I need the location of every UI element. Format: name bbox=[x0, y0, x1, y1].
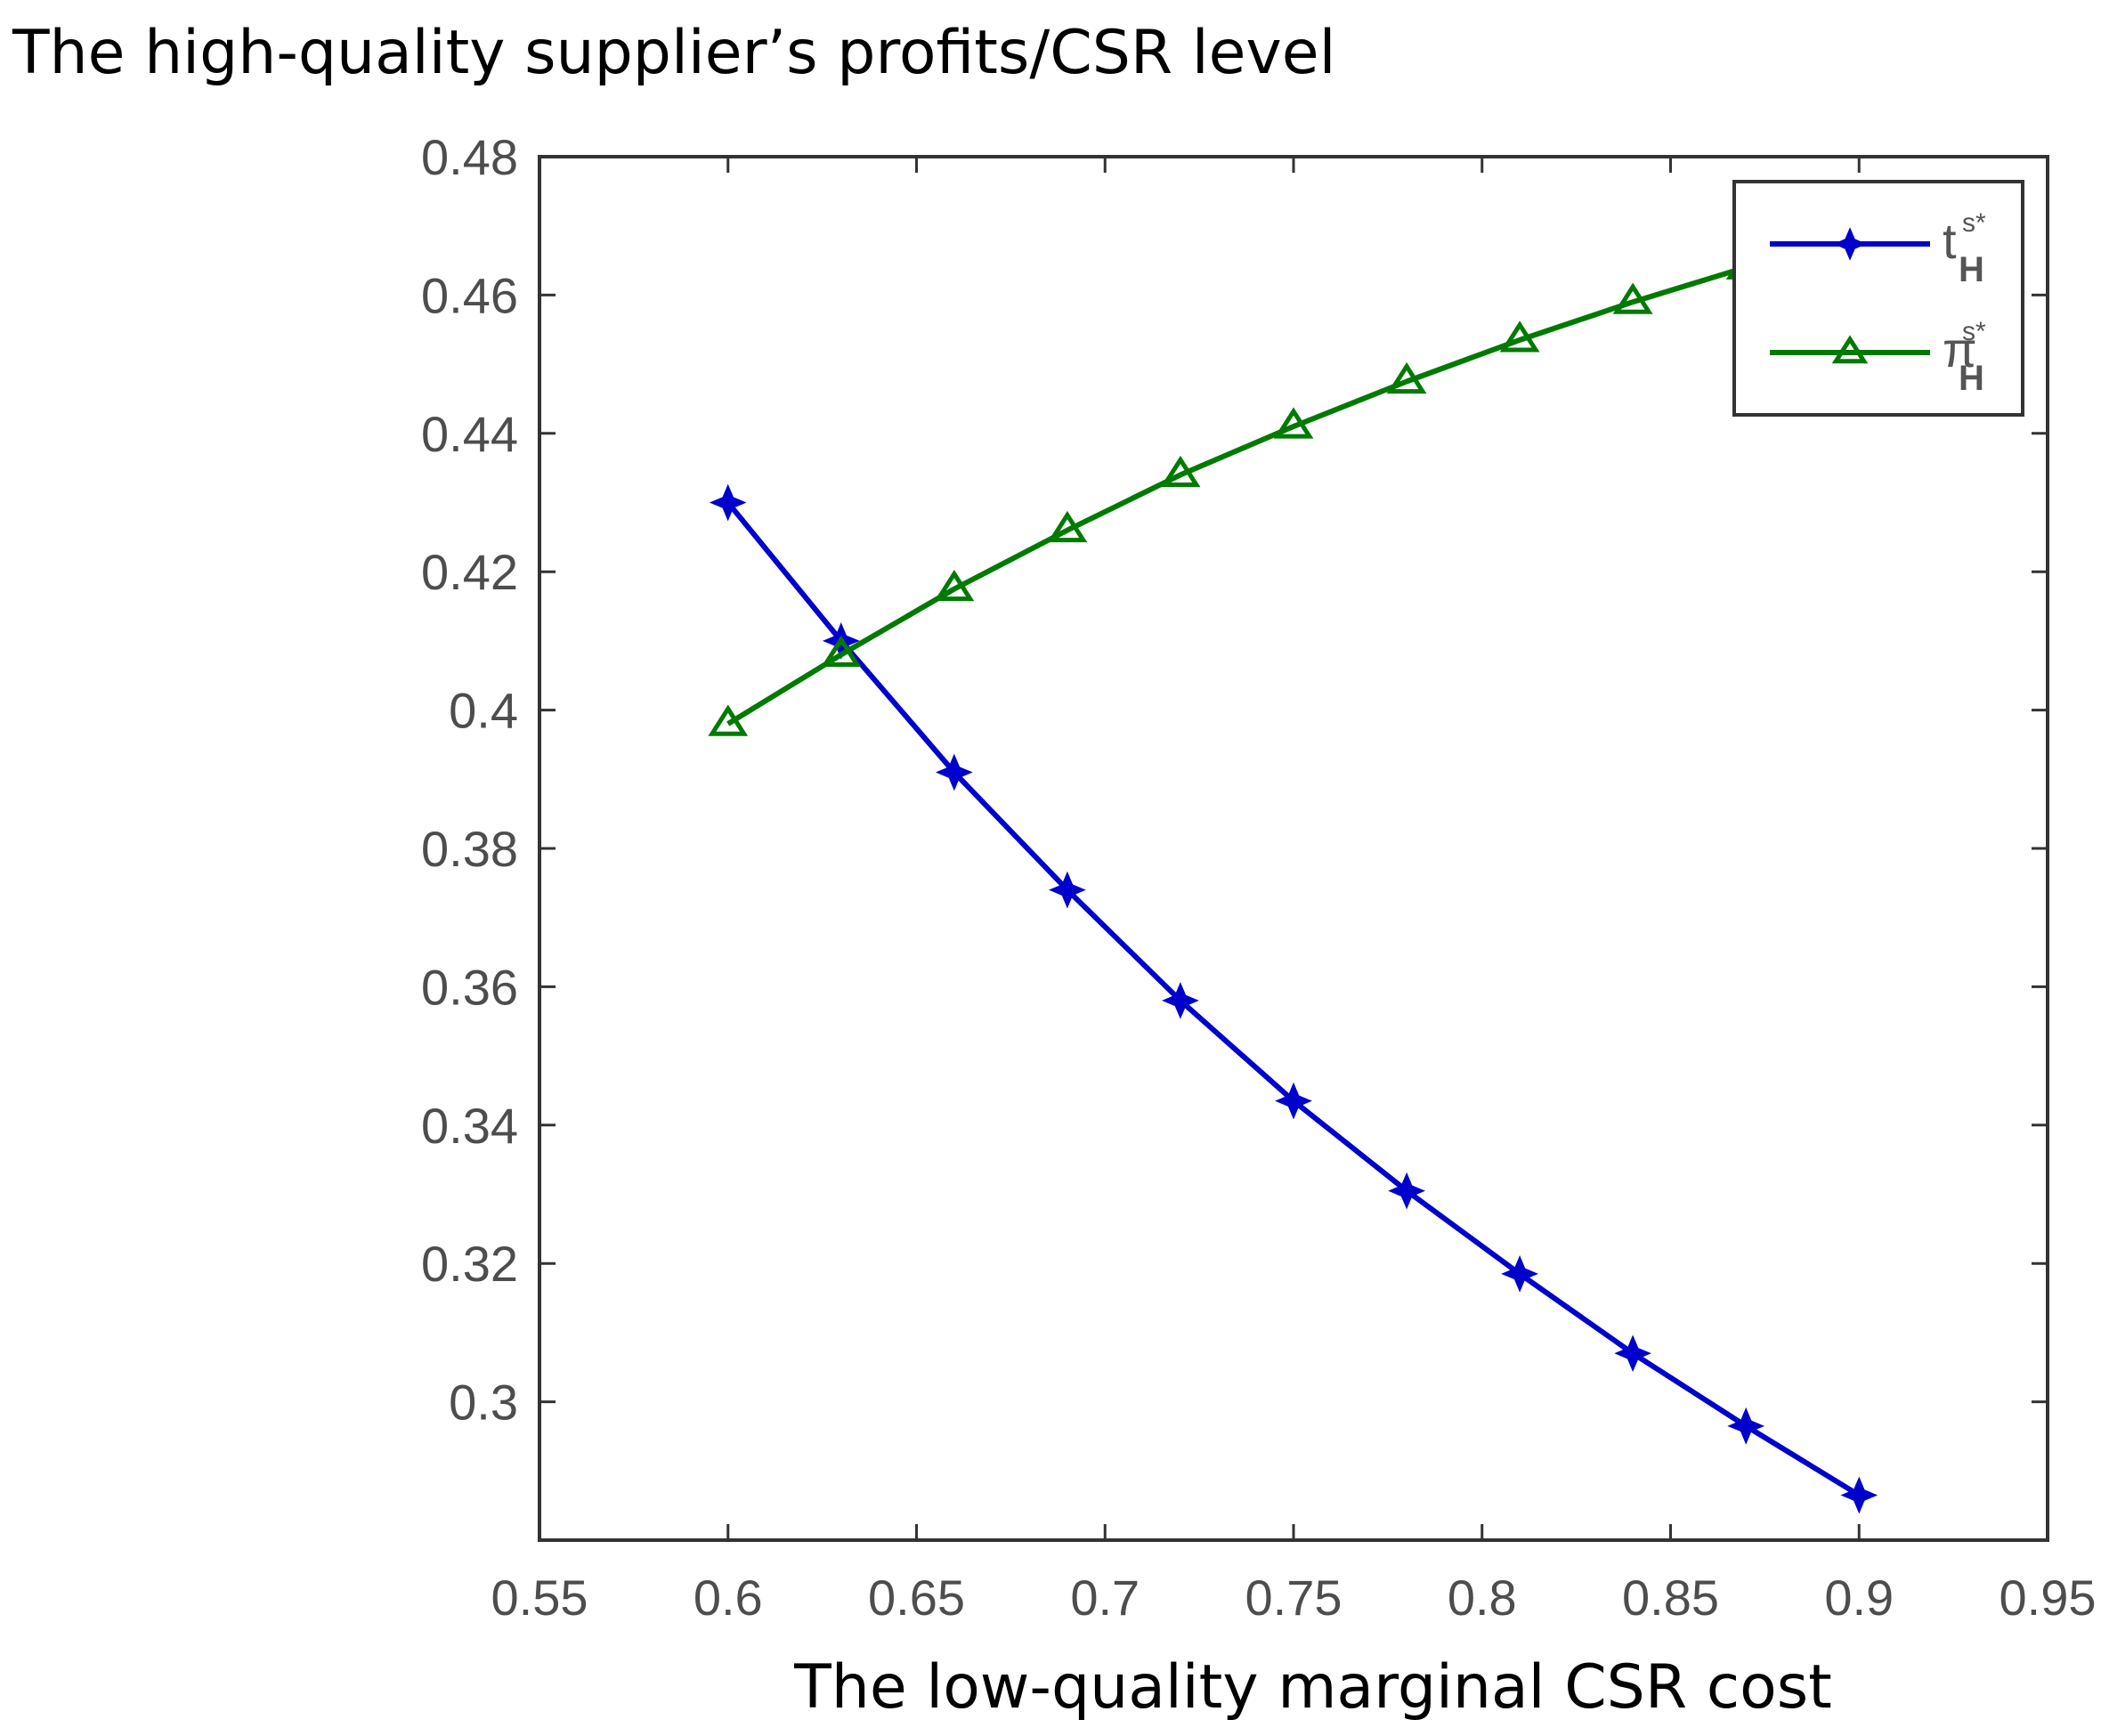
x-tick-label: 0.95 bbox=[2000, 1570, 2097, 1626]
data-point bbox=[1388, 1172, 1425, 1210]
data-point bbox=[1840, 1476, 1878, 1514]
x-tick-label: 0.85 bbox=[1622, 1570, 1719, 1626]
data-point bbox=[1273, 407, 1314, 439]
legend-superscript: s* bbox=[1962, 208, 1986, 238]
x-tick-label: 0.6 bbox=[694, 1570, 763, 1626]
y-tick-label: 0.34 bbox=[421, 1098, 518, 1154]
data-point bbox=[1501, 1255, 1538, 1293]
data-point bbox=[709, 483, 747, 522]
series-layer bbox=[708, 213, 1879, 1514]
legend-subscript: H bbox=[1959, 359, 1984, 398]
y-tick-label: 0.32 bbox=[421, 1236, 518, 1292]
x-tick-label: 0.65 bbox=[868, 1570, 965, 1626]
data-point bbox=[1727, 1407, 1765, 1445]
series-t bbox=[709, 483, 1878, 1514]
legend-label: π bbox=[1943, 321, 1977, 377]
legend-entry: tHs* bbox=[1770, 208, 1986, 289]
y-tick-label: 0.38 bbox=[421, 821, 518, 877]
data-point bbox=[1499, 320, 1540, 353]
legend-label: t bbox=[1943, 213, 1957, 269]
y-tick-label: 0.4 bbox=[449, 683, 518, 739]
chart-title: The high-quality supplier’s profits/CSR … bbox=[12, 18, 1335, 88]
x-axis-label: The low-quality marginal CSR cost bbox=[793, 1652, 1832, 1723]
x-tick-label: 0.9 bbox=[1824, 1570, 1894, 1626]
x-tick-label: 0.7 bbox=[1070, 1570, 1140, 1626]
y-tick-label: 0.36 bbox=[421, 959, 518, 1015]
y-axis: 0.3 0.32 0.34 0.36 0.38 0.4 0.42 0.44 0.46 0.48 bbox=[421, 129, 2048, 1431]
legend-entry: πHs* bbox=[1770, 317, 1986, 398]
data-point bbox=[1612, 282, 1653, 314]
y-tick-label: 0.42 bbox=[421, 544, 518, 600]
data-point bbox=[935, 753, 973, 791]
data-point bbox=[708, 704, 749, 736]
y-tick-label: 0.48 bbox=[421, 129, 518, 185]
x-tick-label: 0.55 bbox=[491, 1570, 588, 1626]
x-tick-label: 0.75 bbox=[1245, 1570, 1343, 1626]
legend-marker bbox=[1831, 335, 1869, 364]
legend-marker bbox=[1833, 227, 1867, 261]
data-point bbox=[1386, 361, 1427, 394]
y-tick-label: 0.44 bbox=[421, 406, 518, 462]
legend: tHs*πHs* bbox=[1732, 180, 2024, 417]
y-tick-label: 0.3 bbox=[449, 1375, 518, 1431]
data-point bbox=[1162, 982, 1199, 1019]
data-point bbox=[821, 635, 862, 667]
legend-box bbox=[1732, 180, 2024, 417]
data-point bbox=[1614, 1334, 1651, 1373]
data-point bbox=[1275, 1082, 1312, 1120]
data-point bbox=[1047, 510, 1088, 543]
data-point bbox=[1049, 871, 1086, 909]
data-point bbox=[1160, 455, 1201, 487]
series-line bbox=[726, 230, 1861, 726]
data-point bbox=[934, 569, 975, 602]
legend-subscript: H bbox=[1959, 250, 1984, 289]
x-tick-label: 0.8 bbox=[1448, 1570, 1517, 1626]
x-axis: 0.55 0.6 0.65 0.7 0.75 0.8 0.85 0.9 0.95 bbox=[491, 157, 2097, 1626]
y-tick-label: 0.46 bbox=[421, 267, 518, 323]
legend-superscript: s* bbox=[1962, 317, 1986, 346]
